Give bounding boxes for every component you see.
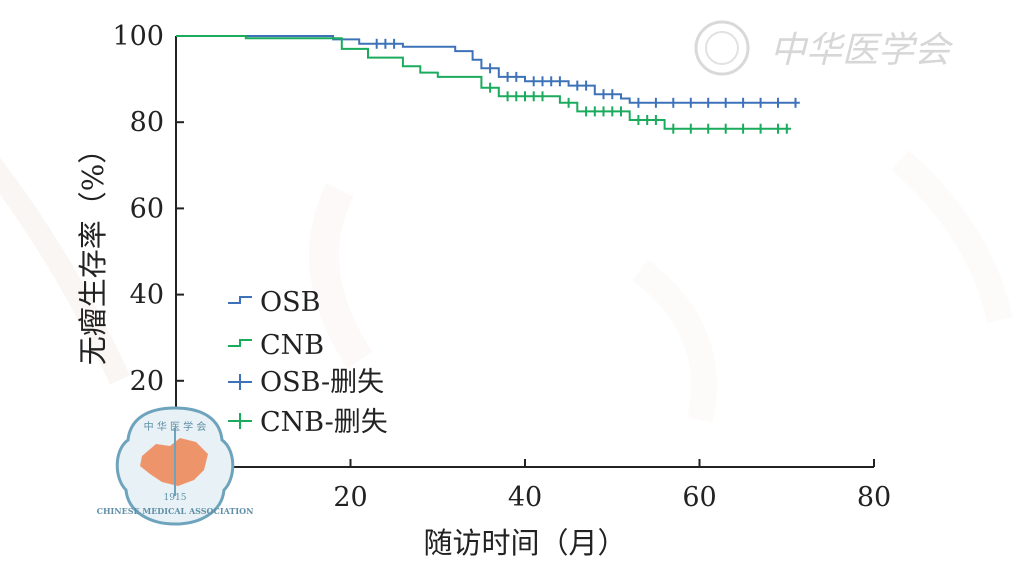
x-tick-label: 40 (508, 482, 542, 513)
legend-label-osb-censored: OSB-删失 (260, 367, 384, 398)
legend: OSB CNB OSB-删失 CNB-删失 (228, 287, 388, 438)
x-tick-label: 20 (333, 482, 367, 513)
legend-swatch-osb-censored (228, 374, 252, 390)
legend-label-osb: OSB (260, 287, 320, 318)
y-tick-label: 20 (130, 366, 164, 397)
series-line-cnb (176, 35, 792, 130)
legend-swatch-osb (228, 296, 252, 304)
background-watermark (0, 150, 1013, 423)
series-osb (176, 35, 800, 108)
x-tick-label: 80 (857, 482, 891, 513)
series-layer (176, 35, 800, 134)
legend-swatch-cnb-censored (228, 413, 252, 429)
legend-item-osb: OSB (228, 287, 320, 318)
y-tick-label: 40 (130, 280, 164, 311)
watermark-top-right: 中华医学会 (694, 20, 954, 76)
logo-text-bottom: CHINESE MEDICAL ASSOCIATION (97, 506, 254, 516)
watermark-seal-icon (694, 20, 750, 76)
legend-label-cnb-censored: CNB-删失 (260, 407, 388, 438)
association-logo: 中 华 医 学 会 1915 CHINESE MEDICAL ASSOCIATI… (97, 406, 254, 526)
y-axis-title: 无瘤生存率（%） (76, 135, 110, 366)
y-tick-label: 60 (130, 193, 164, 224)
y-tick-label: 100 (112, 21, 164, 52)
logo-text-top: 中 华 医 学 会 (144, 420, 207, 433)
legend-item-cnb-censored: CNB-删失 (228, 407, 388, 438)
y-tick-label: 80 (130, 107, 164, 138)
series-cnb (176, 35, 792, 134)
x-axis-title: 随访时间（月） (423, 526, 626, 560)
x-tick-label: 60 (682, 482, 716, 513)
legend-item-osb-censored: OSB-删失 (228, 367, 384, 398)
y-ticks: 20 40 60 80 100 (112, 21, 184, 397)
legend-label-cnb: CNB (260, 330, 324, 361)
watermark-text: 中华医学会 (770, 30, 954, 71)
logo-year: 1915 (164, 493, 187, 503)
legend-swatch-cnb (228, 339, 252, 347)
legend-item-cnb: CNB (228, 330, 324, 361)
